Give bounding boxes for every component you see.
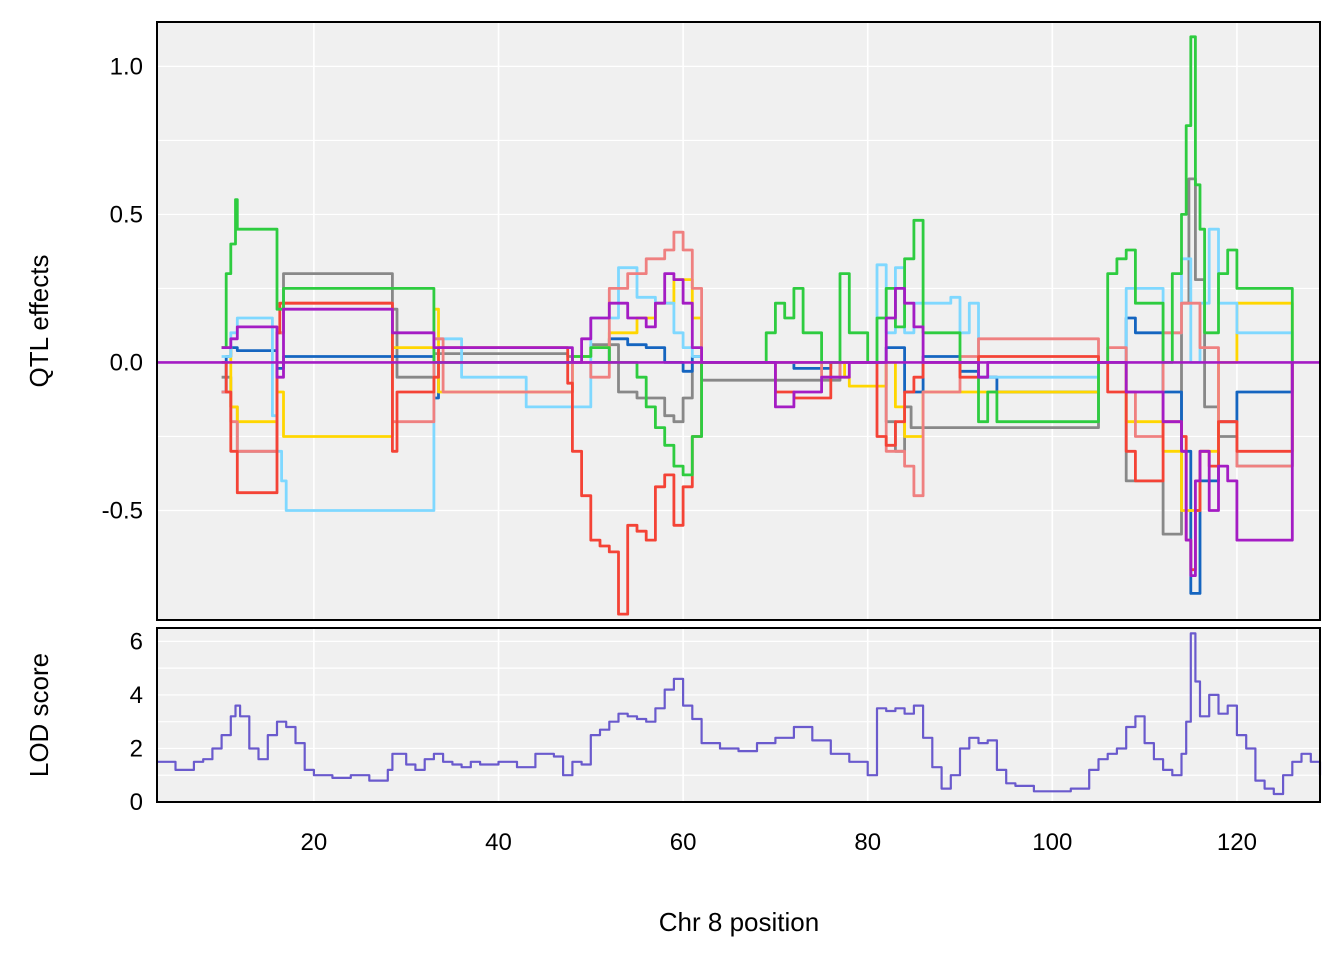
x-tick-labels: 20 40 60 80 100 120: [301, 829, 1257, 856]
effects-plot-border: [156, 21, 1321, 621]
lod-y-tick-label: 6: [130, 628, 143, 655]
effects-y-tick-label: -0.5: [102, 497, 143, 524]
effects-plot-background: [157, 22, 1320, 620]
x-tick-label: 40: [485, 829, 512, 856]
effects-panel: -0.5 0.0 0.5 1.0 QTL effects: [24, 21, 1321, 621]
effects-lines: [157, 35, 1320, 616]
lod-lines: [157, 632, 1322, 796]
lod-series-line-0: [157, 632, 1322, 796]
x-tick-label: 100: [1032, 829, 1072, 856]
lod-panel: 0 2 4 6 20 40 60 80 100 120 LOD score Chr 8 posi…: [24, 627, 1322, 937]
effects-y-tick-labels: -0.5 0.0 0.5 1.0: [102, 53, 143, 524]
effects-y-tick-label: 0.5: [110, 201, 143, 228]
x-tick-label: 20: [301, 829, 328, 856]
x-axis-title: Chr 8 position: [659, 907, 819, 937]
effects-y-tick-label: 1.0: [110, 53, 143, 80]
lod-y-tick-labels: 0 2 4 6: [130, 628, 143, 816]
lod-y-tick-label: 2: [130, 735, 143, 762]
effects-y-tick-label: 0.0: [110, 349, 143, 376]
x-tick-label: 80: [854, 829, 881, 856]
lod-plot-border: [156, 627, 1321, 803]
lod-y-axis-title: LOD score: [24, 653, 54, 777]
lod-plot-background: [157, 628, 1320, 802]
lod-y-tick-label: 0: [130, 789, 143, 816]
x-tick-label: 60: [670, 829, 697, 856]
x-tick-label: 120: [1217, 829, 1257, 856]
lod-y-tick-label: 4: [130, 682, 143, 709]
effects-y-axis-title: QTL effects: [24, 255, 54, 388]
